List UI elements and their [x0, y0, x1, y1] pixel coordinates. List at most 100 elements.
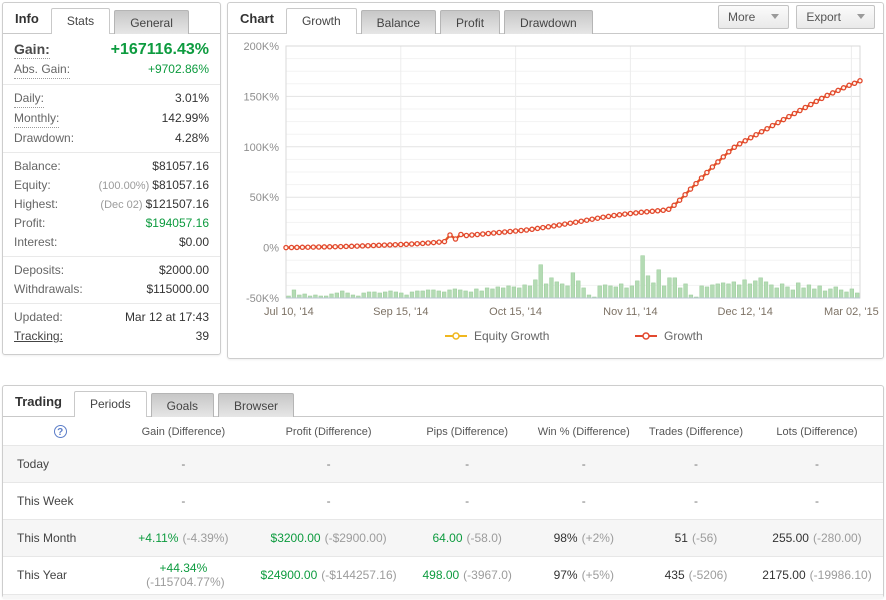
more-button-label: More [727, 9, 756, 24]
help-column-header: ? [3, 417, 117, 446]
export-button[interactable]: Export [796, 4, 875, 29]
metric-difference: (+2%) [581, 531, 614, 545]
info-panel-title: Info [15, 11, 39, 26]
chart-panel: Chart Growth Balance Profit Drawdown More E… [227, 2, 884, 359]
metric-cell: - [526, 445, 641, 483]
stat-row-interest: Interest: $0.00 [3, 233, 220, 252]
period-label: Today [3, 445, 118, 483]
tab-profit[interactable]: Profit [440, 10, 501, 34]
stat-label[interactable]: Tracking: [14, 329, 63, 343]
metric-value: 97% [553, 568, 578, 583]
growth-chart[interactable]: 200K% 150K% 100K% 50K% 0% -50K%Jul 10, '14 Sep… [230, 36, 882, 358]
metric-cell: $3200.00 (-$2900.00) [249, 519, 408, 557]
svg-text:Mar 02, '15: Mar 02, '15 [824, 306, 879, 318]
metric-value: $24900.00 [260, 568, 318, 583]
trading-tabs: Periods Goals Browser [73, 390, 298, 417]
stat-label: Interest: [14, 235, 58, 249]
periods-table: ? Gain (Difference) Profit (Difference) Pi… [3, 417, 883, 594]
help-icon[interactable]: ? [53, 425, 67, 438]
stat-row-daily: Daily: 3.01% [3, 89, 220, 109]
period-label: This Week [3, 482, 118, 520]
metric-difference: (-3967.0) [463, 568, 512, 583]
more-button[interactable]: More [717, 4, 790, 29]
stat-group: Balance: $81057.16 Equity: (100.00%) $81057.… [3, 152, 220, 256]
metric-cell: $24900.00 (-$144257.16) [249, 556, 408, 594]
stat-label: Drawdown: [14, 131, 75, 145]
trading-panel: Trading Periods Goals Browser ? Gain (Diff… [2, 385, 884, 599]
stat-label: Deposits: [14, 263, 65, 277]
metric-value: 51 [674, 531, 688, 545]
stat-row-tracking: Tracking: 39 [3, 327, 220, 346]
stat-label[interactable]: Daily: [14, 90, 45, 108]
metric-cell: 498.00 (-3967.0) [407, 556, 527, 594]
stat-label: Equity: [14, 178, 51, 192]
tab-goals[interactable]: Goals [150, 393, 214, 417]
column-header-lots-difference: Lots (Difference) [776, 425, 858, 438]
stat-value: 39 [195, 329, 209, 343]
stat-value: $115000.00 [146, 282, 209, 296]
table-bottom-strip [3, 593, 883, 599]
metric-value: +4.11% [138, 531, 179, 545]
stat-label[interactable]: Abs. Gain: [14, 61, 71, 79]
metric-cell: - [640, 445, 751, 483]
metric-cell: - [249, 482, 408, 520]
stat-group: Updated: Mar 12 at 17:43 Tracking: 39 [3, 303, 220, 350]
metric-value: 255.00 [772, 531, 809, 545]
trading-panel-title: Trading [15, 394, 62, 409]
stat-row-balance: Balance: $81057.16 [3, 157, 220, 176]
svg-text:Sep 15, '14: Sep 15, '14 [373, 306, 428, 318]
table-row-today: Today - - - - - - [3, 445, 883, 483]
column-header-trades-difference: Trades (Difference) [648, 425, 744, 438]
stat-label[interactable]: Gain: [14, 41, 50, 59]
metric-value: +44.34% [159, 561, 208, 576]
tab-balance[interactable]: Balance [360, 10, 437, 34]
svg-text:-50K%: -50K% [246, 293, 279, 305]
metric-cell: 64.00 (-58.0) [407, 519, 527, 557]
tab-growth[interactable]: Growth [285, 8, 357, 34]
metric-difference: (-4.39%) [182, 531, 229, 545]
tab-general[interactable]: General [114, 10, 189, 34]
svg-text:Dec 12, '14: Dec 12, '14 [718, 306, 773, 318]
stat-label[interactable]: Monthly: [14, 110, 60, 128]
table-header-row: ? Gain (Difference) Profit (Difference) Pi… [3, 417, 883, 446]
metric-difference: (-58.0) [466, 531, 502, 545]
tab-periods[interactable]: Periods [73, 391, 147, 417]
stat-value: +9702.86% [147, 62, 209, 76]
info-tabs: Stats General [50, 7, 193, 34]
metric-difference: (-$2900.00) [324, 531, 387, 545]
stat-row-withdrawals: Withdrawals: $115000.00 [3, 280, 220, 299]
info-stats-body: Gain: +167116.43% Abs. Gain: +9702.86% Daily… [3, 34, 220, 350]
svg-text:Growth: Growth [664, 329, 703, 343]
info-panel: Info Stats General Gain: +167116.43% Abs. G… [2, 2, 221, 355]
column-header-win-difference: Win % (Difference) [537, 425, 630, 438]
table-row-this-week: This Week - - - - - - [3, 482, 883, 520]
svg-text:0%: 0% [263, 243, 279, 255]
stat-label: Profit: [14, 216, 46, 230]
svg-text:50K%: 50K% [250, 192, 280, 204]
stat-group: Daily: 3.01% Monthly: 142.99% Drawdown: 4.28% [3, 84, 220, 152]
metric-cell: - [750, 482, 883, 520]
tab-browser[interactable]: Browser [218, 393, 295, 417]
metric-cell: - [117, 482, 250, 520]
metric-difference: (-280.00) [812, 531, 862, 545]
table-row-this-month: This Month +4.11% (-4.39%) $3200.00 (-$2900.… [3, 519, 883, 557]
svg-text:Equity Growth: Equity Growth [474, 329, 549, 343]
stat-row-deposits: Deposits: $2000.00 [3, 261, 220, 280]
metric-value: 98% [553, 531, 578, 545]
svg-text:Oct 15, '14: Oct 15, '14 [489, 306, 542, 318]
metric-cell: - [640, 482, 751, 520]
metric-cell: 97% (+5%) [526, 556, 641, 594]
stat-value: $81057.16 [152, 159, 209, 173]
metric-cell: +4.11% (-4.39%) [117, 519, 250, 557]
metric-difference: (-115704.77%) [146, 575, 225, 590]
metric-difference: (-$144257.16) [321, 568, 397, 583]
metric-cell: +44.34%(-115704.77%) [117, 556, 250, 594]
metric-cell: - [407, 482, 527, 520]
metric-cell: - [526, 482, 641, 520]
stat-row-highest: Highest: (Dec 02) $121507.16 [3, 195, 220, 214]
metric-cell: - [249, 445, 408, 483]
metric-difference: (+5%) [581, 568, 614, 583]
tab-drawdown[interactable]: Drawdown [504, 10, 593, 34]
tab-stats[interactable]: Stats [50, 8, 111, 34]
